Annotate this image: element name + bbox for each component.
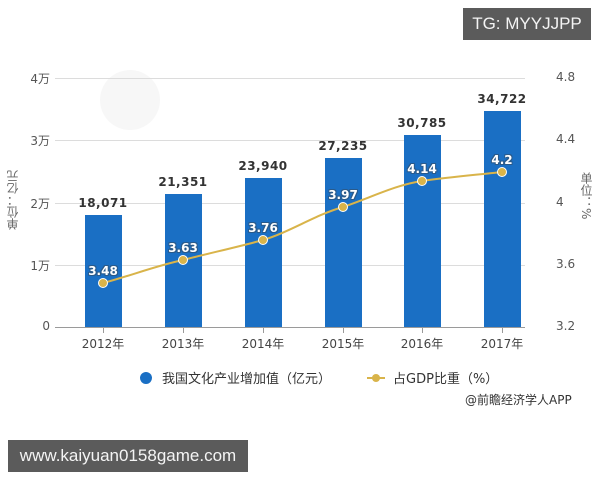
y-tick-right: 4.4 [556,132,576,146]
tg-badge: TG: MYYJJPP [463,8,591,40]
line-value-label: 3.63 [168,241,198,255]
line-point [497,167,507,177]
bar-2014 [245,178,282,327]
y-tick-right: 4.8 [556,70,576,84]
line-point [338,202,348,212]
watermark-logo [100,70,160,130]
x-tick-label: 2014年 [241,337,285,351]
bar-2015 [325,158,362,327]
bar-2017 [484,111,521,327]
line-point [98,278,108,288]
bar-value-label: 23,940 [238,159,288,173]
legend: 我国文化产业增加值（亿元） 占GDP比重（%） [140,368,498,387]
legend-bar-label: 我国文化产业增加值（亿元） [162,372,332,387]
x-tick-label: 2013年 [161,337,205,351]
line-point [258,235,268,245]
x-tick-mark [343,328,344,333]
line-value-label: 3.97 [328,188,358,202]
y-tick-left: 4万 [30,72,50,86]
y-tick-right: 4 [556,195,564,209]
bar-value-label: 27,235 [318,139,368,153]
y-tick-right: 3.2 [556,319,576,333]
url-badge: www.kaiyuan0158game.com [8,440,248,472]
line-point [178,255,188,265]
x-tick-label: 2015年 [321,337,365,351]
gridline [55,203,525,204]
x-tick-label: 2016年 [400,337,444,351]
bar-2016 [404,135,441,327]
x-tick-mark [263,328,264,333]
line-value-label: 3.76 [248,221,278,235]
gridline [55,78,525,79]
x-tick-mark [502,328,503,333]
bar-value-label: 21,351 [158,175,208,189]
x-tick-label: 2017年 [480,337,524,351]
y-tick-left: 1万 [30,259,50,273]
x-tick-mark [103,328,104,333]
gridline [55,140,525,141]
gridline [55,265,525,266]
y-tick-left: 0 [42,319,50,333]
bar-2012 [85,215,122,327]
legend-line-marker-icon [367,373,386,382]
y-axis-label-right: 单位：% [579,172,593,220]
line-value-label: 4.14 [407,162,437,176]
line-point [417,176,427,186]
bar-value-label: 34,722 [477,92,527,106]
y-tick-left: 2万 [30,197,50,211]
line-value-label: 3.48 [88,264,118,278]
source-credit: @前瞻经济学人APP [465,393,572,407]
legend-line-label: 占GDP比重（%） [393,372,499,387]
line-value-label: 4.2 [491,153,513,167]
x-tick-mark [183,328,184,333]
bar-value-label: 18,071 [78,196,128,210]
x-tick-mark [422,328,423,333]
bar-value-label: 30,785 [397,116,447,130]
y-tick-right: 3.6 [556,257,576,271]
y-tick-left: 3万 [30,134,50,148]
legend-bar-marker-icon [140,371,152,384]
x-tick-label: 2012年 [81,337,125,351]
x-axis-line [55,327,525,328]
